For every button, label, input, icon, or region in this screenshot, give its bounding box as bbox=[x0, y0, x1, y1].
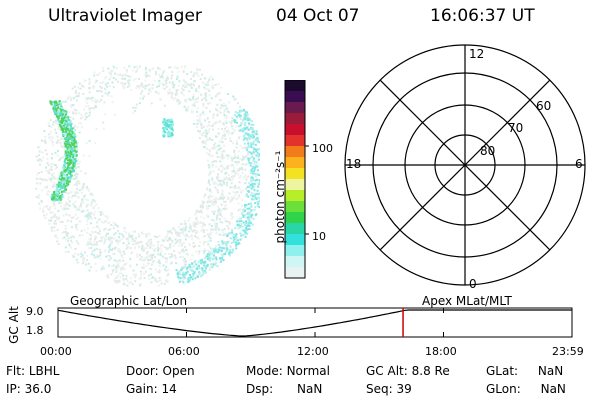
info-glon: GLon: NaN bbox=[486, 382, 566, 396]
info-gain: Gain: 14 bbox=[126, 382, 177, 396]
info-door: Door: Open bbox=[126, 364, 195, 378]
timeline-x-tick-3: 18:00 bbox=[425, 345, 457, 358]
colorbar-unit-label: photon cm⁻²s⁻¹ bbox=[273, 150, 287, 244]
mlt-label-6: 6 bbox=[575, 157, 583, 171]
observation-date: 04 Oct 07 bbox=[276, 6, 360, 26]
mlt-label-18: 18 bbox=[346, 157, 361, 171]
timeline-x-tick-1: 06:00 bbox=[168, 345, 200, 358]
mlt-label-0: 0 bbox=[469, 277, 477, 290]
colorbar-tick-10: 10 bbox=[312, 230, 326, 243]
page-title: Ultraviolet Imager bbox=[48, 6, 202, 26]
lat-label-80: 80 bbox=[480, 144, 495, 158]
lat-label-70: 70 bbox=[508, 121, 523, 135]
colorbar-tick-100: 100 bbox=[312, 142, 333, 155]
uv-image bbox=[35, 65, 260, 287]
timeline-x-tick-0: 00:00 bbox=[40, 345, 72, 358]
timeline-y-tick-bottom: 1.8 bbox=[26, 324, 44, 337]
timeline-x-tick-4: 23:59 bbox=[552, 345, 584, 358]
info-glat: GLat: NaN bbox=[486, 364, 564, 378]
info-ip: IP: 36.0 bbox=[6, 382, 52, 396]
mlt-label-12: 12 bbox=[469, 47, 484, 61]
altitude-timeline bbox=[57, 307, 573, 338]
timeline-left-title: Geographic Lat/Lon bbox=[70, 294, 188, 308]
timeline-y-label: GC Alt bbox=[7, 306, 21, 344]
polar-grid: 80 70 60 12 18 6 0 bbox=[344, 44, 586, 290]
info-seq: Seq: 39 bbox=[366, 382, 412, 396]
info-gcalt: GC Alt: 8.8 Re bbox=[366, 364, 450, 378]
timeline-right-title: Apex MLat/MLT bbox=[422, 294, 512, 308]
lat-label-60: 60 bbox=[536, 99, 551, 113]
timeline-y-tick-top: 9.0 bbox=[26, 305, 44, 318]
timeline-x-tick-2: 12:00 bbox=[297, 345, 329, 358]
info-dsp: Dsp: NaN bbox=[246, 382, 323, 396]
observation-time: 16:06:37 UT bbox=[430, 6, 535, 26]
info-mode: Mode: Normal bbox=[246, 364, 330, 378]
altitude-curve bbox=[57, 309, 572, 337]
color-bar bbox=[284, 80, 309, 279]
info-flt: Flt: LBHL bbox=[6, 364, 60, 378]
